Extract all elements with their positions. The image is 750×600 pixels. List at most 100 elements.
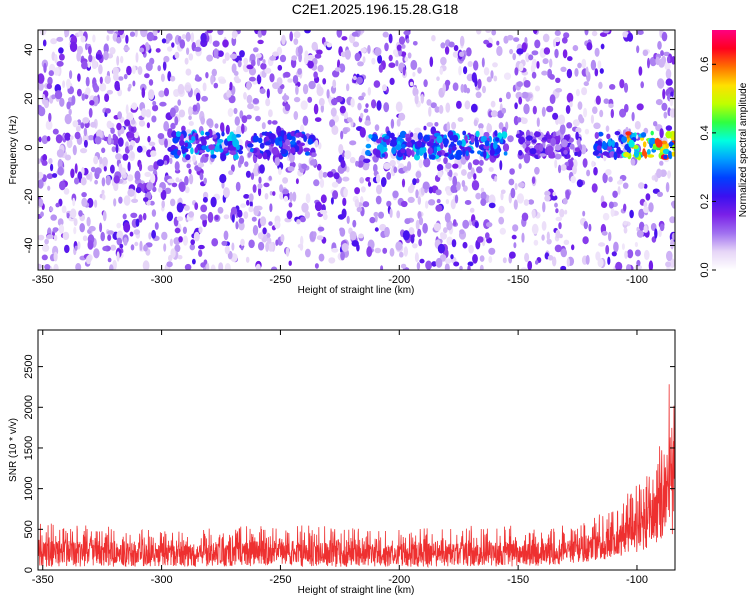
heatmap-cell (597, 258, 604, 268)
heatmap-cell (157, 133, 165, 140)
heatmap-cell (493, 75, 498, 82)
heatmap-cell (354, 52, 361, 62)
heatmap-cell (609, 84, 616, 90)
heatmap-band-cell (462, 130, 467, 136)
heatmap-cell (161, 38, 167, 44)
heatmap-cell (38, 171, 44, 179)
heatmap-cell (575, 88, 580, 97)
heatmap-band-cell (414, 153, 420, 161)
heatmap-cell (349, 140, 357, 146)
heatmap-cell (152, 100, 157, 106)
heatmap-cell (440, 232, 447, 240)
heatmap-cell (378, 64, 384, 73)
heatmap-cell (94, 199, 98, 208)
heatmap-cell (94, 136, 102, 145)
heatmap-cell (313, 179, 320, 187)
heatmap-cell (584, 30, 589, 36)
heatmap-cell (185, 31, 191, 42)
heatmap-band-cell (229, 150, 237, 156)
heatmap-cell (617, 186, 621, 195)
heatmap-cell (509, 251, 516, 259)
heatmap-cell (369, 216, 376, 224)
heatmap-cell (566, 257, 570, 267)
heatmap-cell (532, 30, 538, 35)
heatmap-band-cell (668, 150, 672, 159)
heatmap-cell (130, 152, 135, 159)
heatmap-cell (499, 227, 506, 235)
heatmap-cell (670, 91, 674, 97)
heatmap-cell (395, 241, 403, 251)
heatmap-cell (528, 54, 534, 61)
heatmap-band-cell (649, 137, 656, 145)
heatmap-cell (638, 221, 645, 231)
heatmap-cell (149, 200, 155, 206)
heatmap-cell (81, 93, 86, 101)
heatmap-cell (381, 177, 387, 187)
heatmap-cell (210, 196, 217, 208)
heatmap-band-cell (368, 134, 373, 139)
heatmap-band-cell (519, 131, 525, 136)
heatmap-cell (450, 184, 457, 194)
heatmap-cell (56, 36, 64, 42)
heatmap-band-cell (404, 133, 410, 138)
heatmap-cell (577, 101, 583, 110)
heatmap-cell (210, 264, 216, 270)
heatmap-cell (287, 166, 295, 172)
heatmap-band-cell (411, 149, 415, 158)
heatmap-cell (223, 187, 230, 198)
heatmap-cell (258, 176, 262, 184)
heatmap-cell (452, 175, 458, 187)
heatmap-cell (184, 84, 191, 92)
heatmap-band-cell (406, 141, 413, 148)
heatmap-cell (570, 175, 576, 184)
heatmap-cell (459, 229, 465, 235)
heatmap-cell (134, 30, 138, 38)
heatmap-cell (101, 177, 106, 187)
heatmap-cell (666, 55, 671, 64)
heatmap-cell (291, 55, 298, 61)
heatmap-cell (164, 138, 168, 149)
heatmap-band-cell (518, 136, 526, 145)
heatmap-cell (91, 60, 98, 69)
heatmap-cell (465, 47, 472, 57)
heatmap-band-cell (208, 144, 216, 151)
heatmap-cell (48, 158, 53, 165)
heatmap-cell (259, 88, 266, 94)
heatmap-band-cell (525, 135, 533, 141)
heatmap-cell (414, 252, 419, 263)
heatmap-cell (174, 161, 180, 172)
heatmap-cell (351, 240, 359, 247)
heatmap-cell (496, 40, 500, 46)
heatmap-cell (267, 237, 272, 244)
heatmap-cell (634, 249, 641, 257)
heatmap-cell (85, 255, 92, 265)
heatmap-cell (307, 54, 315, 60)
heatmap-cell (255, 115, 261, 122)
heatmap-cell (55, 202, 60, 208)
heatmap-cell (634, 120, 641, 130)
heatmap-cell (167, 178, 175, 183)
heatmap-cell (531, 176, 536, 184)
heatmap-cell (342, 176, 350, 182)
heatmap-cell (260, 62, 267, 70)
heatmap-cell (490, 70, 494, 79)
heatmap-cell (252, 225, 259, 236)
heatmap-cell (206, 54, 214, 62)
heatmap-cell (127, 161, 131, 172)
heatmap-cell (453, 45, 459, 52)
colorbar-tick-label: 0.4 (699, 125, 711, 140)
heatmap-cell (255, 53, 262, 59)
heatmap-cell (44, 238, 49, 245)
heatmap-cell (518, 96, 523, 105)
heatmap-cell (106, 34, 110, 42)
heatmap-cell (289, 31, 294, 42)
heatmap-cell (302, 115, 309, 126)
heatmap-cell (367, 87, 371, 96)
heatmap-cell (494, 175, 498, 182)
heatmap-cell (410, 234, 415, 244)
heatmap-cell (402, 166, 409, 172)
heatmap-y-tick-label: 40 (23, 43, 35, 55)
heatmap-band-cell (265, 132, 271, 137)
heatmap-y-tick-label: 0 (23, 144, 35, 150)
heatmap-cell (631, 111, 635, 122)
